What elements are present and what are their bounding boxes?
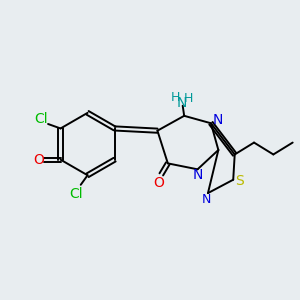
Text: H: H: [171, 91, 180, 104]
Text: Cl: Cl: [34, 112, 48, 126]
Text: H: H: [183, 92, 193, 105]
Text: N: N: [202, 193, 211, 206]
Text: O: O: [33, 153, 44, 167]
Text: N: N: [177, 96, 187, 110]
Text: O: O: [153, 176, 164, 190]
Text: N: N: [212, 113, 223, 127]
Text: S: S: [235, 174, 244, 188]
Text: N: N: [192, 168, 203, 182]
Text: Cl: Cl: [69, 187, 82, 201]
